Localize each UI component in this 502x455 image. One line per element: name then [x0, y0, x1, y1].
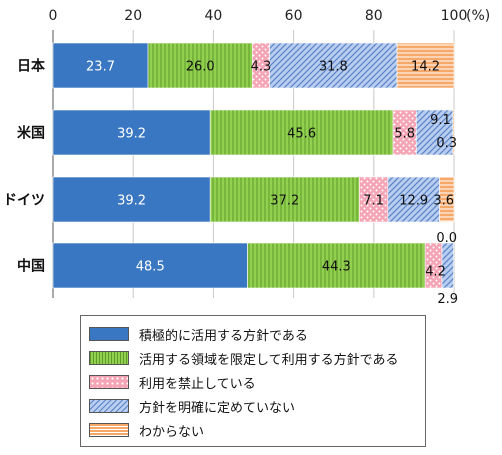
bar-segment: [396, 42, 455, 89]
legend-item: 活用する領域を限定して利用する方針である: [89, 346, 425, 370]
legend-item: 方針を明確に定めていない: [89, 394, 425, 418]
legend-swatch: [89, 327, 129, 341]
legend: 積極的に活用する方針である活用する領域を限定して利用する方針である 利用を禁止して…: [80, 315, 426, 447]
data-label: 23.7: [86, 60, 115, 75]
x-tick-label: 60: [285, 8, 303, 24]
bar-segment: [416, 109, 454, 156]
bars-layer: [52, 42, 455, 289]
legend-label: 積極的に活用する方針である: [139, 328, 308, 344]
data-label: 3.6: [433, 194, 454, 209]
data-label: 12.9: [399, 194, 428, 209]
bar-segment: [269, 42, 398, 89]
bar-segment: [387, 176, 440, 223]
data-label: 14.2: [411, 60, 440, 75]
data-label: 39.2: [117, 194, 146, 209]
legend-item: 利用を禁止している: [89, 370, 425, 394]
legend-swatch: [89, 399, 129, 413]
x-tick-label: 80: [365, 8, 383, 24]
data-label: 9.1: [430, 113, 451, 128]
bar-segment: [52, 176, 211, 223]
data-label: 4.2: [425, 265, 446, 280]
x-tick-label: 0: [49, 8, 58, 24]
category-label: 日本: [17, 58, 46, 75]
category-label: ドイツ: [3, 193, 45, 209]
x-unit-label: (%): [466, 8, 490, 24]
data-label: 26.0: [186, 60, 215, 75]
x-tick-label: 40: [204, 8, 222, 24]
bar-segment: [52, 242, 248, 289]
bar-segment: [209, 109, 394, 156]
legend-label: 方針を明確に定めていない: [139, 400, 296, 416]
legend-label: 利用を禁止している: [139, 376, 256, 392]
legend-swatch: [89, 375, 129, 389]
bar-segment: [209, 176, 360, 223]
data-label: 39.2: [117, 127, 146, 142]
data-label: 5.8: [394, 127, 415, 142]
bar-segment: [52, 42, 149, 89]
bar-segment: [439, 176, 455, 223]
data-label: 0.3: [436, 136, 457, 151]
bar-segment: [147, 42, 253, 89]
data-label: 0.0: [436, 231, 457, 246]
data-label: 37.2: [270, 194, 299, 209]
bar-segment: [247, 242, 426, 289]
legend-item: 積極的に活用する方針である: [89, 322, 425, 346]
data-label: 31.8: [319, 60, 348, 75]
data-label: 7.1: [363, 194, 384, 209]
bar-segment: [359, 176, 389, 223]
legend-swatch: [89, 351, 129, 365]
category-label: 米国: [17, 125, 45, 142]
data-label: 4.3: [251, 60, 272, 75]
data-labels-layer: 23.7 26.0 4.3 31.8 14.2 39.2 45.6 5.8 9.1 0.3 39.2…: [86, 60, 458, 308]
bar-segment: [441, 242, 454, 289]
x-tick-label: 100: [441, 8, 468, 24]
legend-item: わからない: [89, 418, 425, 442]
x-tick-label: 20: [124, 8, 142, 24]
data-label: 2.9: [437, 292, 458, 307]
bar-segment: [52, 109, 211, 156]
data-label: 48.5: [136, 260, 165, 275]
legend-label: 活用する領域を限定して利用する方針である: [139, 352, 399, 368]
data-label: 44.3: [322, 260, 351, 275]
category-label: 中国: [17, 258, 45, 275]
legend-label: わからない: [139, 424, 205, 440]
bar-segment: [452, 109, 455, 156]
data-label: 45.6: [287, 127, 316, 142]
legend-swatch: [89, 423, 129, 437]
